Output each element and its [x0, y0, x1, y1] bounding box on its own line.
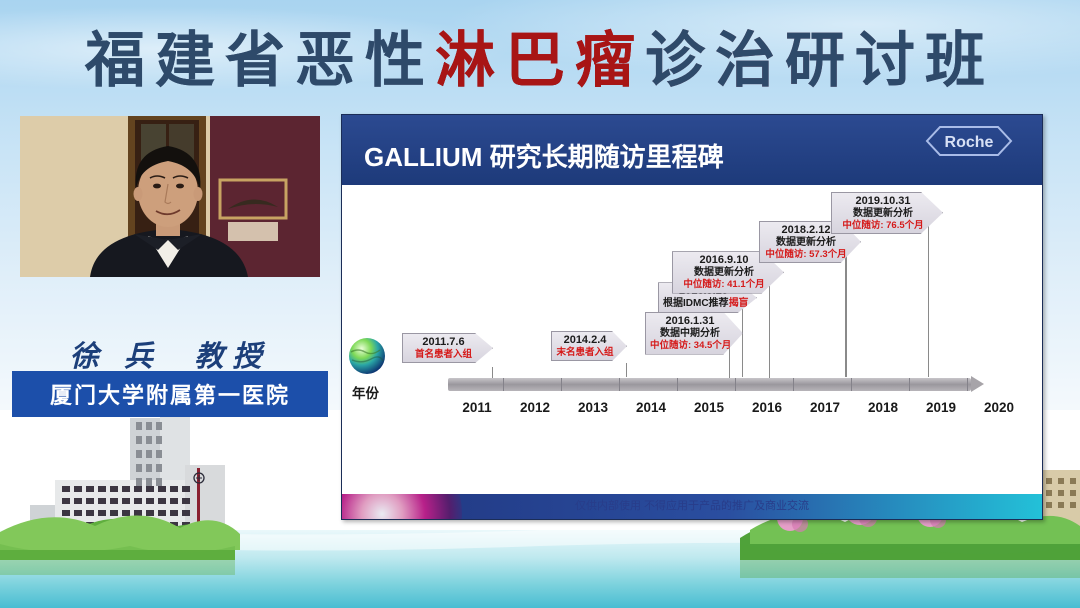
- svg-text:Roche: Roche: [945, 134, 994, 151]
